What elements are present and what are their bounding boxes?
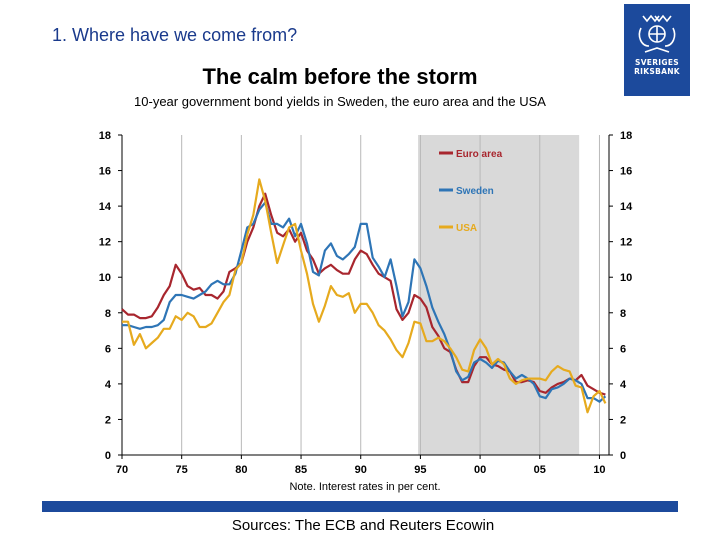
y-tick-label-left: 8 — [105, 308, 111, 320]
x-tick-label: 00 — [474, 464, 486, 476]
y-tick-label-right: 8 — [620, 308, 626, 320]
shaded-period — [418, 135, 579, 455]
x-tick-label: 75 — [176, 464, 188, 476]
y-tick-label-left: 6 — [105, 343, 111, 355]
x-tick-label: 10 — [593, 464, 605, 476]
sources-text: Sources: The ECB and Reuters Ecowin — [0, 517, 720, 534]
y-tick-label-right: 12 — [620, 237, 632, 249]
y-tick-label-left: 12 — [99, 237, 111, 249]
y-tick-label-left: 2 — [105, 414, 111, 426]
y-tick-label-left: 4 — [105, 379, 112, 391]
y-tick-label-left: 16 — [99, 166, 111, 178]
chart-note: Note. Interest rates in per cent. — [0, 481, 720, 493]
y-tick-label-right: 10 — [620, 272, 632, 284]
legend-label: USA — [456, 223, 477, 234]
x-tick-label: 95 — [414, 464, 426, 476]
x-tick-label: 05 — [534, 464, 546, 476]
y-tick-label-left: 18 — [99, 130, 111, 142]
y-tick-label-right: 14 — [620, 201, 633, 213]
y-tick-label-right: 2 — [620, 414, 626, 426]
y-tick-label-right: 6 — [620, 343, 626, 355]
legend-label: Euro area — [456, 149, 503, 160]
x-tick-label: 90 — [355, 464, 367, 476]
y-tick-label-right: 4 — [620, 379, 627, 391]
legend-label: Sweden — [456, 186, 494, 197]
x-tick-label: 85 — [295, 464, 307, 476]
y-tick-label-right: 18 — [620, 130, 632, 142]
x-tick-label: 70 — [116, 464, 128, 476]
y-tick-label-left: 14 — [99, 201, 112, 213]
y-tick-label-right: 16 — [620, 166, 632, 178]
y-tick-label-left: 0 — [105, 450, 111, 462]
y-tick-label-left: 10 — [99, 272, 111, 284]
footer-bar — [42, 501, 678, 512]
x-tick-label: 80 — [235, 464, 247, 476]
y-tick-label-right: 0 — [620, 450, 626, 462]
